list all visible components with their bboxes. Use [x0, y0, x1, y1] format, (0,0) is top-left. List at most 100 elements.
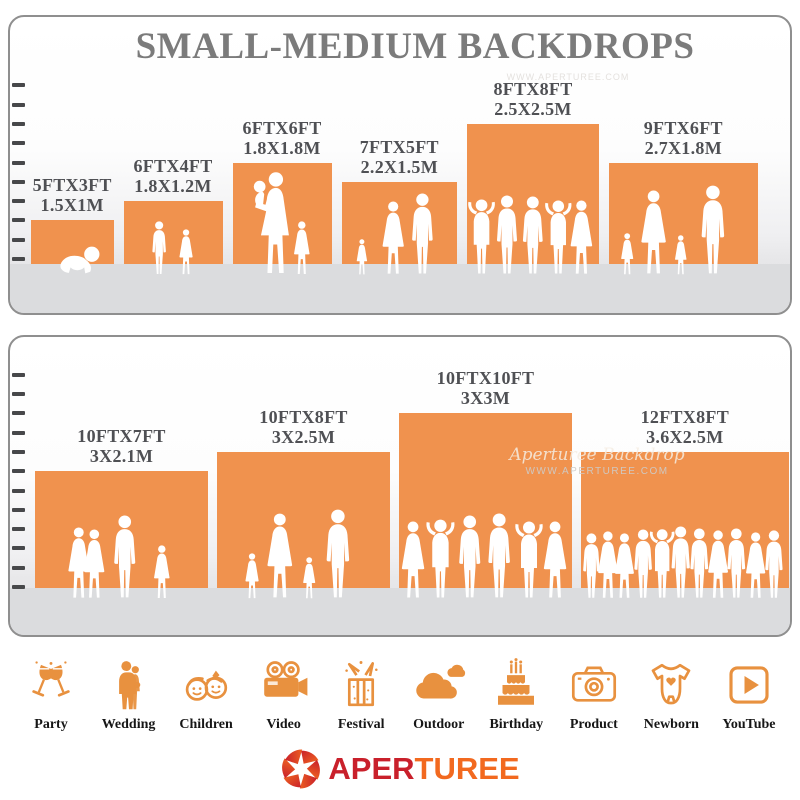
- category-festival: Festival: [326, 658, 396, 733]
- panel-small-medium-bottom: 123456789101112 10FTX7FT3X2.1M10FTX8FT3X…: [8, 335, 792, 637]
- person-silhouette-girl: [290, 221, 314, 275]
- person-silhouette-girl: [672, 235, 690, 275]
- person-silhouette-man: [696, 185, 730, 275]
- category-children: Children: [171, 658, 241, 733]
- ruler-number: 6: [8, 153, 9, 172]
- person-silhouette-man: [109, 515, 141, 599]
- ruler-number: 3: [8, 211, 9, 230]
- ruler-number: 8: [8, 114, 9, 133]
- wedding-icon: [102, 658, 156, 712]
- brand-name-right: TUREE: [414, 751, 520, 786]
- ruler-number: 5: [8, 500, 9, 519]
- person-silhouette-man: [492, 195, 522, 275]
- category-label: Wedding: [101, 717, 156, 732]
- ruler-number: 11: [8, 385, 9, 404]
- category-youtube: YouTube: [714, 658, 784, 733]
- ruler-number: 1: [8, 578, 9, 597]
- backdrop-size-m: 2.5X2.5M: [494, 98, 572, 119]
- category-label: Festival: [337, 717, 385, 732]
- ruler-tick: [12, 488, 25, 493]
- category-label: Party: [34, 717, 68, 732]
- brand-name-left: APER: [328, 751, 415, 786]
- backdrop-size-m: 3X2.1M: [89, 446, 154, 467]
- category-label: Outdoor: [413, 717, 465, 732]
- person-silhouette-man: [407, 193, 438, 275]
- backdrop-rect: [123, 201, 223, 264]
- backdrop-size-m: 3.6X2.5M: [646, 426, 724, 447]
- person-silhouette-girl: [150, 545, 174, 599]
- person-silhouette-woman: [635, 190, 672, 275]
- festival-icon: [334, 658, 388, 712]
- person-silhouette-girl: [242, 553, 262, 599]
- ruler-tick: [12, 546, 25, 551]
- backdrop-size-m: 3X3M: [460, 388, 511, 409]
- category-newborn: Newborn: [636, 658, 706, 733]
- ruler-tick: [12, 160, 25, 165]
- person-silhouette-woman: [377, 201, 409, 275]
- children-icon: [179, 658, 233, 712]
- person-silhouette-woman: [538, 521, 572, 599]
- category-row: Party Wedding Children Video Festival Ou…: [16, 658, 784, 733]
- ruler-tick: [12, 449, 25, 454]
- backdrop-size-m: 2.7X1.8M: [644, 137, 722, 158]
- backdrop-size-m: 3X2.5M: [271, 426, 336, 447]
- ruler-tick: [12, 392, 25, 396]
- ruler-tick: [12, 121, 25, 126]
- category-video: Video: [249, 658, 319, 733]
- person-silhouette-man: [321, 509, 355, 599]
- ruler-tick: [12, 179, 25, 184]
- backdrop-label: 10FTX7FT 3X2.1M: [22, 426, 222, 466]
- backdrop-size-m: 1.8X1.2M: [134, 176, 212, 197]
- category-label: Product: [569, 717, 618, 732]
- backdrop-label: 9FTX6FT 2.7X1.8M: [583, 118, 783, 158]
- backdrop-label: 7FTX5FT 2.2X1.5M: [299, 137, 499, 177]
- category-wedding: Wedding: [94, 658, 164, 733]
- person-silhouette-man: [454, 515, 486, 599]
- ruler-number: 7: [8, 462, 9, 481]
- backdrop-label: 10FTX8FT 3X2.5M: [204, 407, 404, 447]
- person-silhouette-boy: [149, 221, 169, 275]
- backdrop-size-ft: 7FTX5FT: [359, 136, 439, 157]
- ruler-tick: [12, 469, 25, 474]
- backdrop-rect: [399, 413, 572, 588]
- category-label: Newborn: [643, 717, 699, 732]
- ruler-tick: [12, 527, 25, 532]
- backdrop-size-ft: 5FTX3FT: [32, 175, 112, 196]
- ruler-number: 10: [8, 76, 9, 95]
- person-silhouette-girl: [354, 239, 370, 275]
- backdrop-size-ft: 12FTX8FT: [640, 406, 729, 427]
- ruler-tick: [12, 141, 25, 146]
- category-outdoor: Outdoor: [404, 658, 474, 733]
- ruler-tick: [12, 507, 25, 512]
- backdrop-label: 8FTX8FT 2.5X2.5M: [433, 79, 633, 119]
- ruler-tick: [12, 430, 25, 435]
- ruler-number: 4: [8, 520, 9, 539]
- person-silhouette-woman: [261, 513, 299, 599]
- ruler-tick: [12, 237, 25, 242]
- ruler-number: 10: [8, 404, 9, 423]
- ruler-tick: [12, 102, 25, 107]
- ruler-tick: [12, 83, 25, 88]
- newborn-icon: [644, 658, 698, 712]
- person-silhouette-girl: [618, 233, 636, 275]
- youtube-icon: [722, 658, 776, 712]
- backdrop-rect: [217, 451, 390, 588]
- floor-strip: [10, 264, 790, 313]
- ruler-number: 6: [8, 481, 9, 500]
- person-silhouette-woman: [79, 529, 110, 599]
- ruler-number: 2: [8, 558, 9, 577]
- ruler-tick: [12, 585, 25, 589]
- party-icon: [24, 658, 78, 712]
- outdoor-icon: [412, 658, 466, 712]
- video-icon: [257, 658, 311, 712]
- backdrop-size-ft: 10FTX10FT: [436, 368, 535, 389]
- category-product: Product: [559, 658, 629, 733]
- panel-small-medium-top: SMALL-MEDIUM BACKDROPS WWW.APERTUREE.COM…: [8, 15, 792, 315]
- ruler-number: 4: [8, 192, 9, 211]
- backdrop-size-ft: 8FTX8FT: [493, 78, 573, 99]
- ruler-number: 1: [8, 250, 9, 269]
- category-label: Children: [179, 717, 233, 732]
- person-silhouette-girl: [176, 229, 196, 275]
- backdrop-label: 5FTX3FT 1.5X1M: [10, 175, 172, 215]
- backdrop-size-ft: 6FTX4FT: [133, 156, 213, 177]
